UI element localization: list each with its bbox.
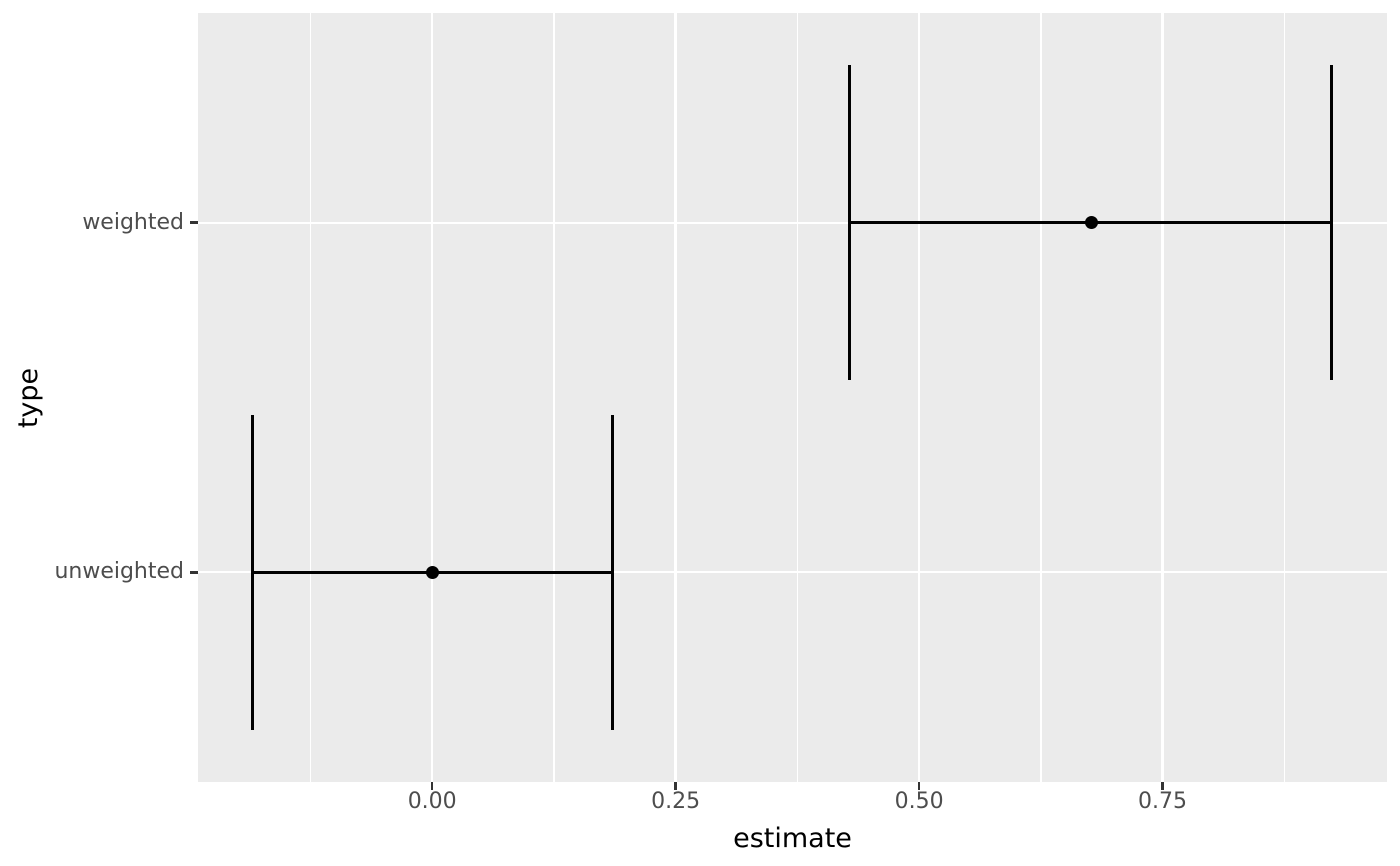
x-axis-tick <box>917 782 921 790</box>
x-tick-label: 0.25 <box>651 789 701 814</box>
minor-gridline <box>1040 13 1042 782</box>
y-tick-label: weighted <box>82 209 184 235</box>
data-point <box>1084 216 1098 230</box>
x-axis-title: estimate <box>733 823 852 854</box>
minor-gridline <box>309 13 312 782</box>
plot-panel <box>198 13 1387 782</box>
data-point <box>425 565 439 579</box>
x-tick-label: 0.50 <box>894 789 944 814</box>
major-gridline <box>1161 13 1164 782</box>
major-gridline <box>674 13 677 782</box>
major-gridline <box>917 13 921 782</box>
y-tick-label: unweighted <box>54 559 184 585</box>
x-axis-tick <box>674 782 677 790</box>
major-gridline <box>198 571 1387 574</box>
major-gridline <box>198 221 1387 224</box>
minor-gridline <box>1283 13 1285 782</box>
errorbar-whisker <box>250 414 254 730</box>
x-tick-label: 0.00 <box>407 789 457 814</box>
y-axis-title: type <box>13 367 44 429</box>
errorbar-whisker <box>848 65 852 380</box>
major-gridline <box>430 13 434 782</box>
y-axis-tick <box>190 221 198 224</box>
errorbar-whisker <box>1330 65 1334 380</box>
x-tick-label: 0.75 <box>1138 789 1188 814</box>
x-axis-tick <box>430 782 434 790</box>
errorbar-whisker <box>610 414 614 730</box>
y-axis-tick <box>190 571 198 574</box>
x-axis-tick <box>1161 782 1164 790</box>
minor-gridline <box>796 13 799 782</box>
minor-gridline <box>553 13 555 782</box>
